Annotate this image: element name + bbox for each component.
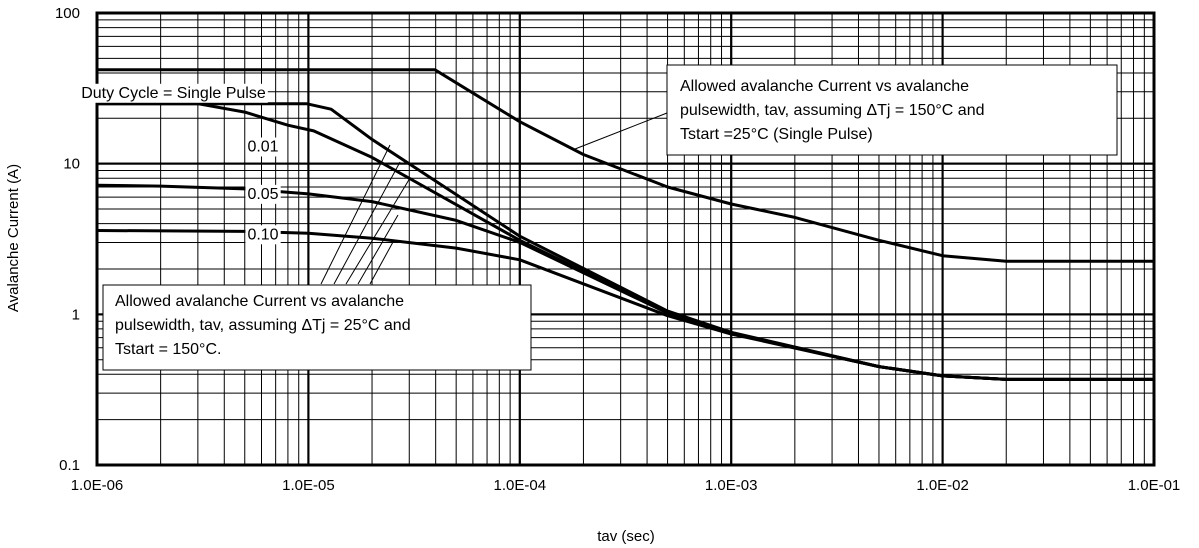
series-label-bg [245, 184, 281, 204]
annotation-leader-line [357, 214, 399, 285]
annotation-leader-line [574, 112, 668, 150]
annotation-text-line: pulsewidth, tav, assuming ΔTj = 150°C an… [680, 102, 985, 119]
annotation-leader-line [369, 241, 394, 285]
annotation-leader-line [345, 177, 411, 285]
series-label-bg [245, 225, 281, 245]
y-tick-label: 0.1 [59, 457, 80, 474]
x-tick-label: 1.0E-05 [282, 477, 335, 494]
x-tick-label: 1.0E-06 [71, 477, 124, 494]
y-tick-label: 100 [55, 5, 80, 22]
annotation-text-line: Allowed avalanche Current vs avalanche [115, 293, 404, 310]
tick-labels: 1.0E-06 1.0E-05 1.0E-04 1.0E-03 1.0E-02 1.0E-… [55, 5, 1180, 494]
series-label: 0.05 [247, 186, 278, 203]
annotation-leader-line [333, 161, 401, 285]
annotation-text-line: pulsewidth, tav, assuming ΔTj = 25°C and [115, 317, 411, 334]
annotation-leaders [320, 112, 668, 285]
x-tick-label: 1.0E-04 [494, 477, 547, 494]
series-labels: Duty Cycle = Single Pulse 0.01 0.05 0.10 [79, 83, 281, 245]
y-axis-title: Avalanche Current (A) [5, 164, 22, 312]
plot-frame [95, 11, 1156, 467]
annotation-box [102, 284, 532, 371]
annotation-box [666, 64, 1118, 156]
annotations: Allowed avalanche Current vs avalanche pu… [102, 64, 1118, 371]
annotation-text-line: Allowed avalanche Current vs avalanche [680, 78, 969, 95]
series-layer [96, 68, 1154, 381]
series-label: 0.10 [247, 226, 278, 243]
series-label: Duty Cycle = Single Pulse [81, 85, 266, 102]
x-tick-label: 1.0E-01 [1128, 477, 1181, 494]
x-tick-label: 1.0E-03 [705, 477, 758, 494]
annotation-text-line: Tstart =25°C (Single Pulse) [680, 126, 873, 143]
x-axis-title: tav (sec) [597, 528, 655, 545]
series-label-bg [79, 83, 268, 103]
series-line-1 [97, 68, 1154, 263]
x-tick-label: 1.0E-02 [916, 477, 969, 494]
y-tick-label: 10 [63, 156, 80, 173]
series-line-5 [96, 229, 1154, 381]
annotation-text-line: Tstart = 150°C. [115, 341, 221, 358]
series-label: 0.01 [247, 139, 278, 156]
series-label-bg [245, 137, 281, 157]
y-tick-label: 1 [72, 306, 80, 323]
annotation-leader-line [320, 144, 391, 285]
